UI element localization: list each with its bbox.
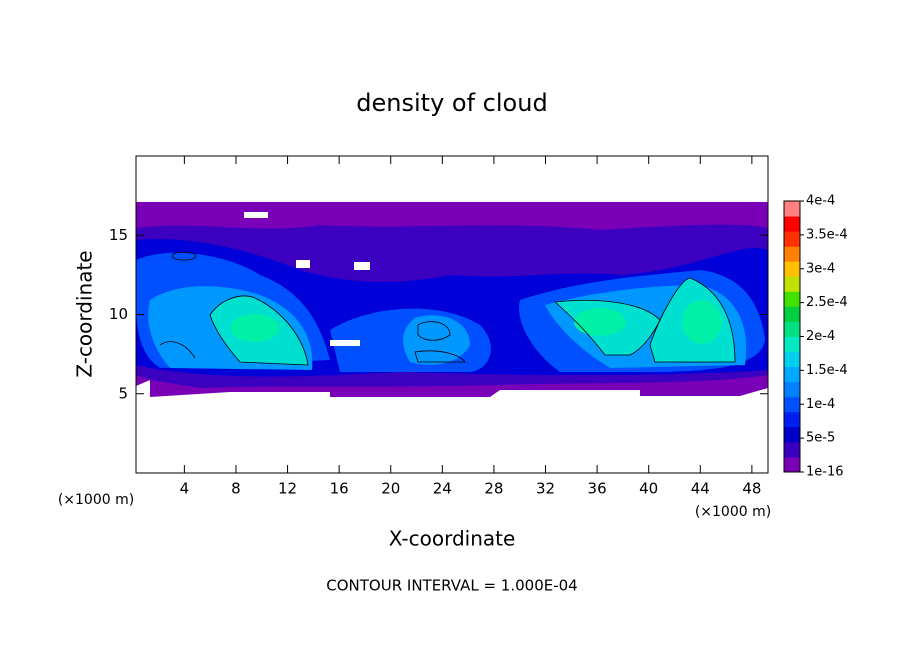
- y-axis-label: Z-coordinate: [73, 250, 97, 377]
- y-tick-label: 15: [109, 226, 128, 244]
- colorbar-band: [784, 336, 800, 353]
- colorbar-band: [784, 426, 800, 443]
- x-tick-label: 16: [330, 480, 349, 498]
- colorbar-band: [784, 411, 800, 428]
- colorbar-label: 1e-4: [806, 397, 835, 412]
- colorbar-label: 3e-4: [806, 261, 835, 276]
- x-tick-label: 28: [484, 480, 503, 498]
- x-tick-label: 44: [691, 480, 710, 498]
- colorbar-band: [784, 381, 800, 398]
- x-tick-label: 24: [433, 480, 452, 498]
- colorbar-band: [784, 441, 800, 458]
- colorbar-label: 5e-5: [806, 431, 835, 446]
- x-tick-label: 8: [231, 480, 241, 498]
- x-tick-label: 36: [588, 480, 607, 498]
- x-tick-label: 48: [742, 480, 761, 498]
- colorbar-band: [784, 351, 800, 368]
- x-unit-label: (×1000 m): [58, 492, 134, 508]
- colorbar-label: 2e-4: [806, 329, 835, 344]
- colorbar-band: [784, 276, 800, 292]
- x-tick-label: 32: [536, 480, 555, 498]
- colorbar-label: 4e-4: [806, 194, 835, 209]
- contour-field: [136, 202, 768, 397]
- colorbar-label: 1.5e-4: [806, 363, 848, 378]
- colorbar-label: 1e-16: [806, 465, 844, 480]
- colorbar-band: [784, 456, 800, 473]
- colorbar-band: [784, 201, 800, 217]
- y-tick-label: 10: [109, 305, 128, 323]
- footer-note: CONTOUR INTERVAL = 1.000E-04: [326, 577, 577, 595]
- colorbar-band: [784, 231, 800, 247]
- colorbar-band: [784, 366, 800, 383]
- x-tick-label: 4: [180, 480, 190, 498]
- colorbar-band: [784, 246, 800, 262]
- y-tick-label: 5: [118, 384, 128, 402]
- colorbar-band: [784, 291, 800, 307]
- colorbar-label: 2.5e-4: [806, 295, 848, 310]
- x-tick-label: 20: [381, 480, 400, 498]
- chart-title: density of cloud: [356, 89, 547, 117]
- colorbar-band: [784, 216, 800, 232]
- colorbar-band: [784, 321, 800, 337]
- colorbar-band: [784, 396, 800, 413]
- x-unit-label: (×1000 m): [695, 504, 771, 520]
- colorbar-band: [784, 261, 800, 277]
- x-tick-label: 12: [278, 480, 297, 498]
- x-tick-label: 40: [639, 480, 658, 498]
- x-axis-label: X-coordinate: [389, 527, 516, 551]
- colorbar-band: [784, 306, 800, 322]
- colorbar-label: 3.5e-4: [806, 227, 848, 242]
